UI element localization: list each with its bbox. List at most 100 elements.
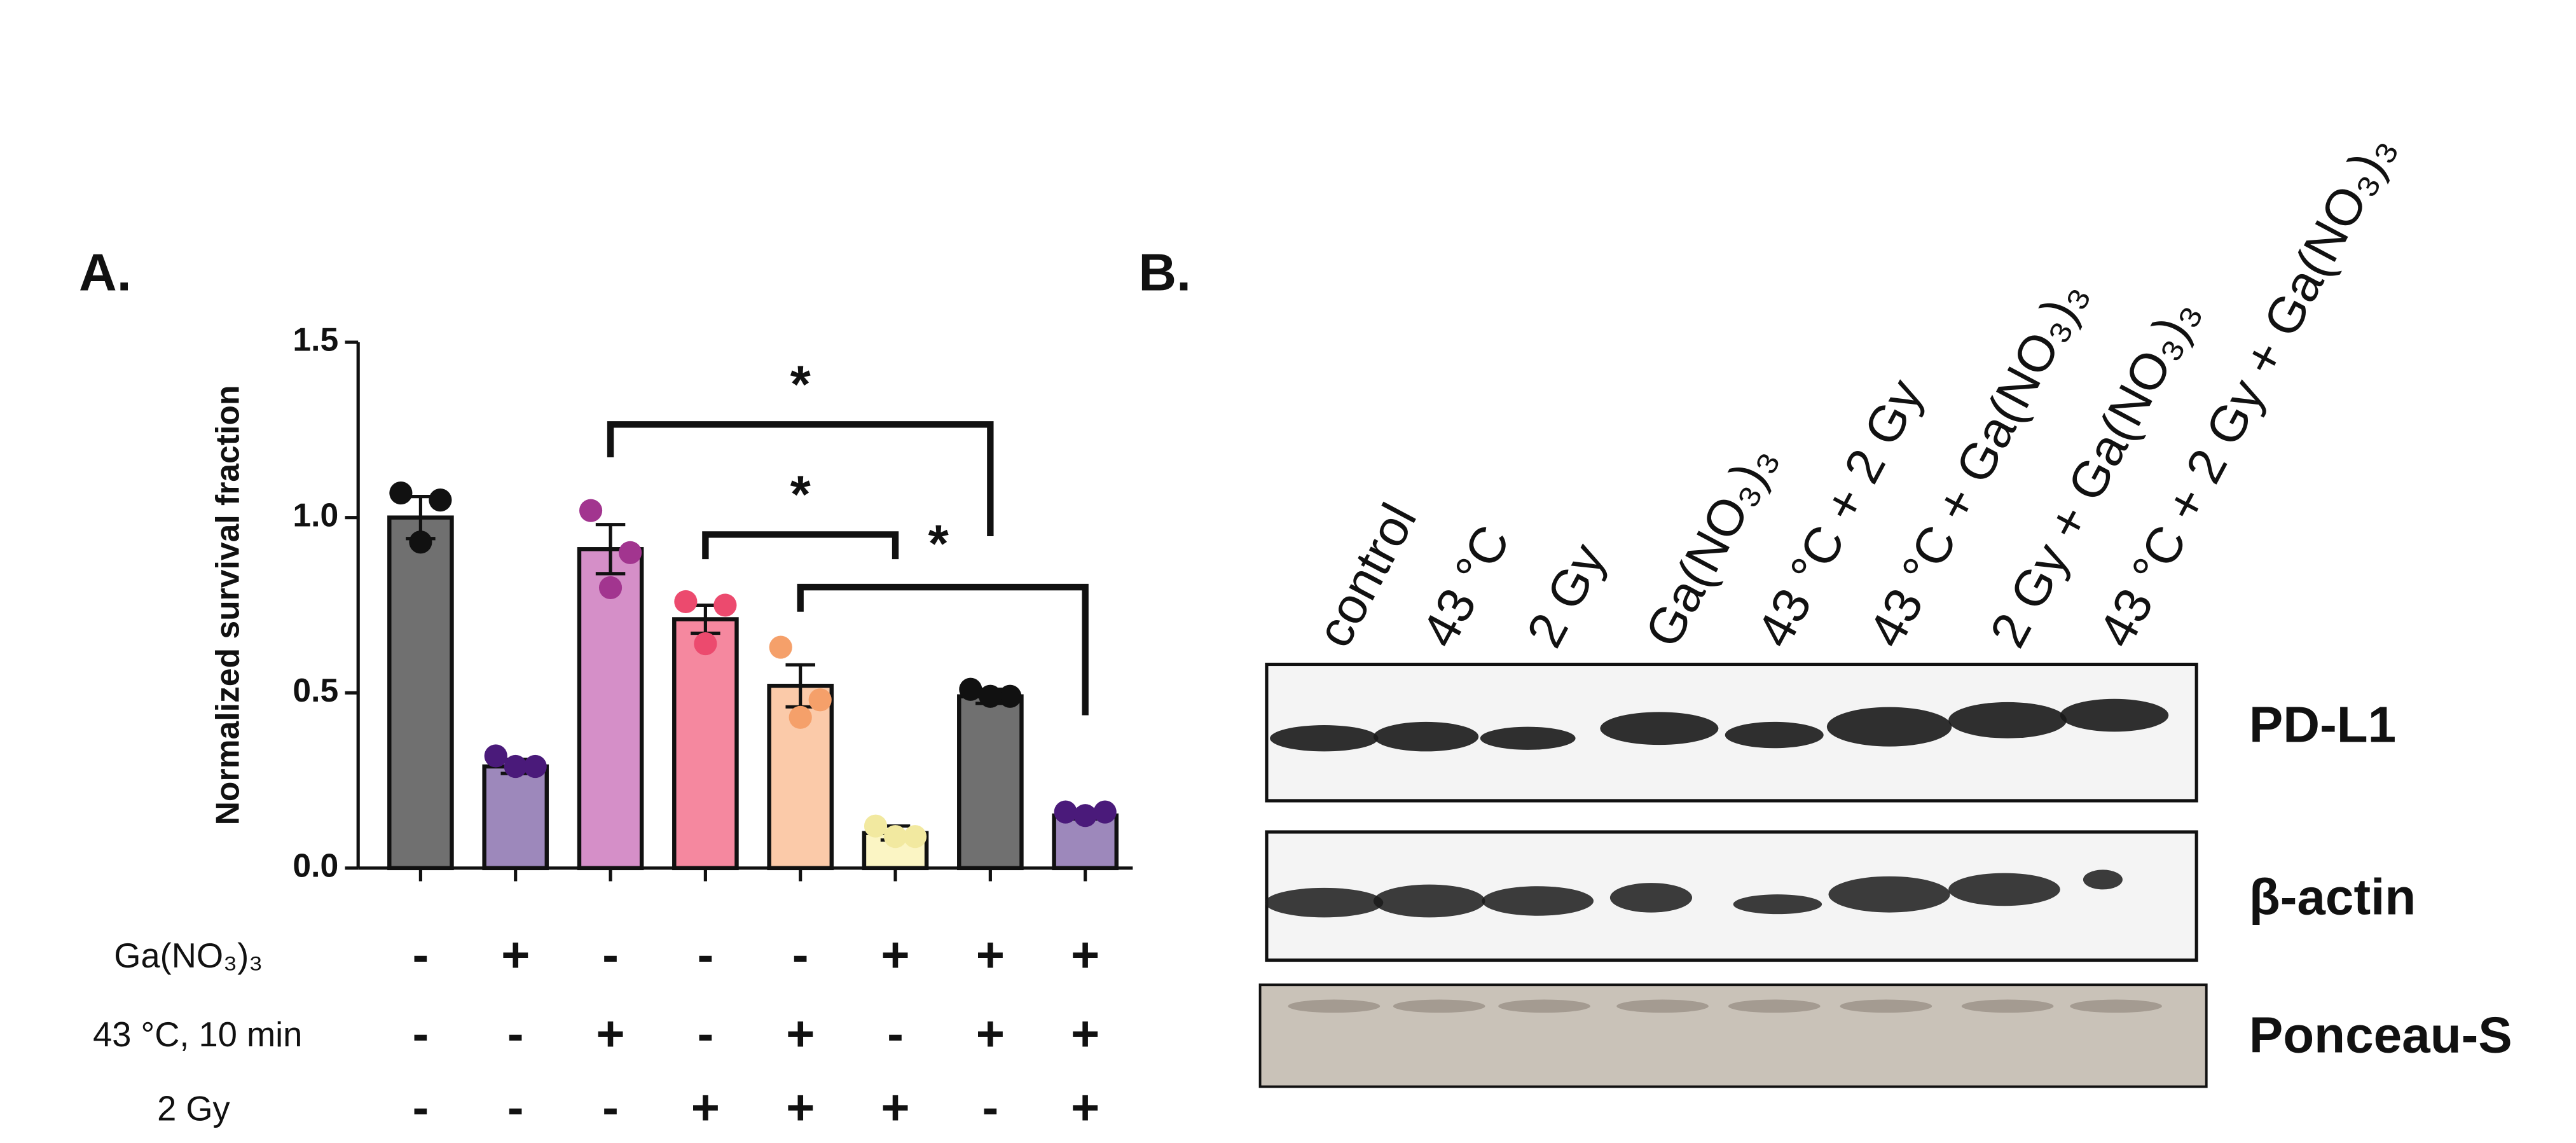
ponceau-band bbox=[1616, 999, 1709, 1013]
treatment-sign: - bbox=[507, 1081, 524, 1135]
lane-label: control bbox=[1305, 494, 1427, 656]
ponceau-band bbox=[2070, 999, 2162, 1013]
treatment-sign: + bbox=[786, 1006, 815, 1061]
band bbox=[1609, 883, 1693, 913]
band bbox=[2083, 869, 2123, 890]
treatment-label: 43 °C, 10 min bbox=[93, 1016, 302, 1054]
treatment-sign: + bbox=[691, 1081, 720, 1135]
y-tick-label: 1.5 bbox=[293, 321, 338, 358]
error-bar bbox=[595, 523, 626, 576]
treatment-sign: - bbox=[887, 1006, 904, 1061]
ponceau-band bbox=[1393, 999, 1485, 1013]
data-point bbox=[864, 814, 888, 838]
blot-row-label: PD-L1 bbox=[2249, 696, 2396, 752]
band bbox=[1373, 884, 1485, 918]
data-point bbox=[998, 684, 1022, 708]
blot-row-label: Ponceau-S bbox=[2249, 1007, 2512, 1063]
treatment-sign: - bbox=[697, 1006, 713, 1061]
band bbox=[1270, 725, 1379, 752]
data-point bbox=[808, 688, 832, 712]
data-point bbox=[1093, 800, 1117, 824]
data-point bbox=[409, 530, 432, 554]
treatment-label: Ga(NO₃)₃ bbox=[114, 937, 263, 975]
lane-label: 2 Gy bbox=[1516, 534, 1616, 656]
band bbox=[1828, 876, 1950, 913]
treatment-label: 2 Gy bbox=[157, 1090, 230, 1128]
band bbox=[2060, 698, 2169, 732]
data-point bbox=[789, 705, 812, 729]
ponceau-band bbox=[1840, 999, 1932, 1013]
treatment-sign: + bbox=[881, 927, 909, 982]
treatment-sign: + bbox=[976, 1006, 1005, 1061]
ponceau-band bbox=[1728, 999, 1821, 1013]
band bbox=[1948, 873, 2060, 906]
significance-bracket bbox=[797, 583, 1089, 716]
panel-label: B. bbox=[1138, 243, 1191, 302]
band bbox=[1826, 707, 1952, 747]
significance-label: * bbox=[790, 354, 811, 413]
data-point bbox=[713, 593, 737, 617]
bar bbox=[387, 515, 454, 871]
y-axis-label: Normalized survival fraction bbox=[209, 385, 245, 826]
treatment-sign: + bbox=[501, 927, 530, 982]
treatment-sign: + bbox=[1071, 1081, 1099, 1135]
band bbox=[1480, 726, 1576, 750]
significance-label: * bbox=[790, 464, 811, 523]
significance-bracket bbox=[607, 421, 994, 536]
data-point bbox=[523, 754, 547, 779]
bar bbox=[577, 547, 644, 871]
band bbox=[1265, 887, 1384, 918]
data-point bbox=[769, 635, 792, 659]
band bbox=[1733, 894, 1822, 915]
data-point bbox=[903, 825, 927, 849]
band bbox=[1600, 712, 1719, 745]
bar bbox=[672, 617, 739, 871]
lane-label: 43 °C bbox=[1410, 516, 1520, 656]
data-point bbox=[618, 541, 642, 564]
bar bbox=[957, 694, 1024, 871]
band bbox=[1948, 702, 2067, 738]
data-point bbox=[694, 632, 717, 656]
treatment-sign: + bbox=[976, 927, 1005, 982]
blot-row-label: β-actin bbox=[2249, 869, 2416, 925]
treatment-sign: + bbox=[786, 1081, 815, 1135]
data-point bbox=[979, 684, 1002, 708]
treatment-sign: - bbox=[412, 927, 429, 982]
treatment-sign: + bbox=[1071, 927, 1099, 982]
data-point bbox=[959, 677, 982, 701]
treatment-sign: - bbox=[412, 1006, 429, 1061]
significance-label: * bbox=[928, 514, 949, 573]
treatment-sign: - bbox=[697, 927, 713, 982]
treatment-sign: + bbox=[881, 1081, 909, 1135]
data-point bbox=[484, 744, 507, 768]
y-tick-label: 0.5 bbox=[293, 672, 338, 709]
treatment-sign: + bbox=[1071, 1006, 1099, 1061]
data-point bbox=[429, 488, 452, 512]
treatment-sign: - bbox=[602, 1081, 619, 1135]
y-tick-label: 1.0 bbox=[293, 496, 338, 533]
data-point bbox=[883, 825, 907, 849]
treatment-sign: + bbox=[596, 1006, 624, 1061]
band bbox=[1482, 886, 1594, 916]
data-point bbox=[504, 754, 527, 779]
ponceau-band bbox=[1498, 999, 1590, 1013]
ponceau-frame bbox=[1258, 983, 2208, 1088]
treatment-sign: - bbox=[982, 1081, 998, 1135]
y-tick-label: 0.0 bbox=[293, 847, 338, 883]
bar bbox=[482, 764, 549, 871]
data-point bbox=[674, 590, 698, 614]
treatment-sign: - bbox=[602, 927, 619, 982]
data-point bbox=[598, 576, 623, 599]
significance-bracket bbox=[702, 531, 899, 560]
band bbox=[1373, 721, 1479, 752]
band bbox=[1725, 721, 1824, 749]
ponceau-band bbox=[1288, 999, 1381, 1013]
data-point bbox=[1054, 800, 1077, 824]
treatment-sign: - bbox=[792, 927, 809, 982]
treatment-sign: - bbox=[507, 1006, 524, 1061]
ponceau-band bbox=[1961, 999, 2054, 1013]
data-point bbox=[1073, 804, 1097, 828]
panel-label: A. bbox=[79, 243, 132, 302]
